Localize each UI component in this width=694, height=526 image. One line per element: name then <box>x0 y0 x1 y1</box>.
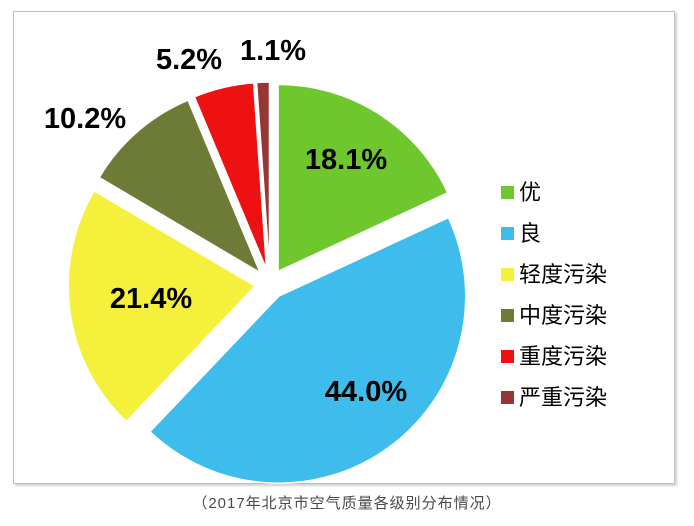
legend-swatch-icon <box>501 391 514 404</box>
legend-swatch-icon <box>501 186 514 199</box>
legend-swatch-icon <box>501 309 514 322</box>
legend-item-3: 中度污染 <box>501 295 607 336</box>
pie-data-label-0: 18.1% <box>305 144 387 176</box>
legend-item-1: 良 <box>501 213 607 254</box>
legend-item-label: 中度污染 <box>519 302 608 328</box>
legend: 优良轻度污染中度污染重度污染严重污染 <box>501 172 607 418</box>
pie-slice-2 <box>67 189 257 423</box>
pie-data-label-4: 5.2% <box>156 44 222 76</box>
legend-swatch-icon <box>501 227 514 240</box>
pie-chart: 18.1% 44.0% 21.4% 10.2% 5.2% 1.1% <box>44 35 467 484</box>
legend-item-label: 优 <box>519 179 542 205</box>
pie-data-label-5: 1.1% <box>240 35 306 67</box>
legend-swatch-icon <box>501 350 514 363</box>
legend-item-label: 轻度污染 <box>519 261 608 287</box>
chart-area: 18.1% 44.0% 21.4% 10.2% 5.2% 1.1% 优良轻度污染中度污染重… <box>13 11 675 484</box>
legend-item-5: 严重污染 <box>501 377 607 418</box>
pie-slice-1 <box>148 216 467 484</box>
legend-item-label: 严重污染 <box>519 384 608 410</box>
legend-item-label: 良 <box>519 220 542 246</box>
legend-item-4: 重度污染 <box>501 336 607 377</box>
pie-data-label-3: 10.2% <box>44 103 126 135</box>
pie-data-label-2: 21.4% <box>110 283 192 315</box>
pie-slice-3 <box>98 99 262 275</box>
legend-item-0: 优 <box>501 172 607 213</box>
pie-data-label-1: 44.0% <box>325 376 407 408</box>
chart-caption: （2017年北京市空气质量各级别分布情况） <box>192 495 502 512</box>
pie-slice-0 <box>277 83 449 273</box>
legend-swatch-icon <box>501 268 514 281</box>
legend-item-2: 轻度污染 <box>501 254 607 295</box>
pie-slice-4 <box>193 82 268 270</box>
pie-slice-5 <box>255 81 271 270</box>
legend-item-label: 重度污染 <box>519 343 608 369</box>
